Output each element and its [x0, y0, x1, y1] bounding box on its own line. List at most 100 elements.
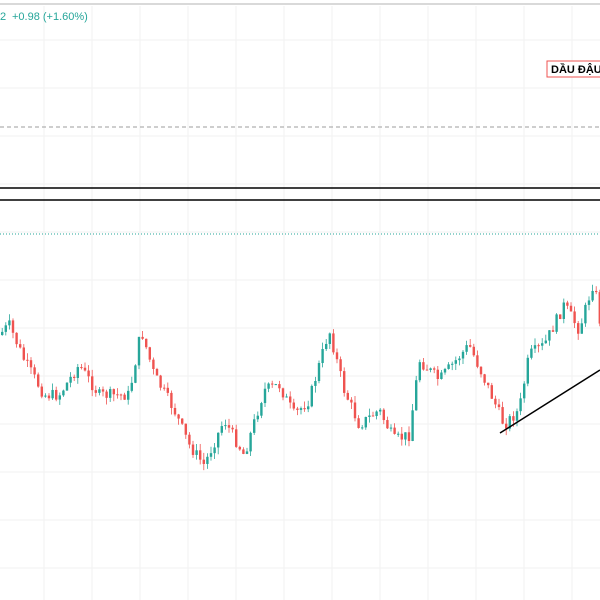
candle-body [422, 362, 425, 370]
candle-body [206, 456, 209, 464]
candle-body [555, 314, 558, 332]
candle-body [213, 447, 216, 454]
candle-body [40, 386, 43, 397]
candle-body [418, 362, 421, 381]
candle-body [371, 415, 375, 417]
candle-body [379, 409, 382, 412]
candle-body [523, 383, 526, 399]
candle-body [274, 384, 277, 386]
candle-body [447, 364, 450, 369]
candle-body [166, 387, 169, 393]
candle-body [289, 396, 292, 403]
candle-body [148, 347, 151, 360]
candle-body [112, 389, 115, 395]
candle-body [490, 385, 493, 399]
candle-body [127, 390, 130, 400]
candle-body [443, 368, 447, 373]
label-box [546, 60, 600, 78]
candle-body [159, 375, 162, 388]
candle-body [94, 390, 97, 393]
candle-body [249, 432, 252, 452]
candle-body [515, 411, 519, 421]
candle-body [415, 380, 418, 411]
candle-body [389, 427, 393, 429]
candle-body [577, 323, 580, 334]
candle-body [307, 406, 310, 410]
candle-body [235, 429, 238, 447]
candle-body [364, 416, 367, 428]
candle-body [80, 367, 83, 369]
candle-body [458, 358, 461, 361]
candle-body [505, 423, 508, 429]
candle-body [451, 363, 454, 365]
candle-body [317, 363, 321, 381]
candle-body [483, 374, 486, 383]
candle-body [494, 398, 497, 405]
candle-body [433, 368, 436, 370]
candle-body [476, 355, 479, 367]
candle-body [350, 399, 353, 403]
candle-body [512, 416, 515, 421]
candle-body [551, 330, 555, 332]
candle-body [170, 392, 173, 408]
candle-body [461, 351, 465, 359]
candle-body [559, 314, 562, 319]
candle-body [51, 389, 54, 399]
candle-body [411, 410, 414, 442]
candle-body [105, 391, 108, 398]
candle-body [83, 367, 87, 371]
candle-body [479, 366, 483, 375]
candle-body [278, 384, 281, 389]
candle-body [55, 389, 58, 400]
candle-body [580, 323, 583, 334]
candle-body [44, 395, 47, 397]
grid [0, 6, 600, 600]
candle-body [155, 368, 159, 376]
candle-body [335, 352, 339, 360]
candle-body [195, 450, 198, 455]
candle-body [62, 390, 65, 396]
candle-body [436, 369, 439, 379]
candle-body [325, 343, 328, 350]
candle-body [4, 325, 7, 332]
candle-body [425, 369, 429, 371]
candle-body [400, 433, 403, 440]
candle-body [227, 425, 231, 428]
candle-body [382, 409, 385, 421]
candle-body [47, 395, 51, 399]
candle-body [404, 432, 407, 440]
candle-body [530, 348, 533, 358]
candle-body [202, 459, 205, 464]
candle-body [310, 385, 313, 407]
candle-body [472, 346, 475, 356]
candle-body [123, 394, 126, 400]
candle-body [37, 374, 40, 387]
candle-body [253, 419, 256, 433]
candle-body [487, 382, 490, 386]
candle-body [76, 367, 79, 378]
candle-body [217, 432, 220, 448]
price-tail: 2 [0, 11, 6, 23]
candle-body [163, 387, 166, 389]
candle-body [533, 345, 537, 349]
candle-body [375, 411, 378, 417]
candle-body [299, 408, 303, 410]
candle-body [220, 426, 223, 433]
candle-body [15, 332, 18, 345]
candle-body [332, 333, 335, 353]
candle-body [285, 396, 288, 398]
candle-body [1, 331, 4, 335]
candle-body [598, 292, 600, 324]
candle-body [260, 403, 263, 416]
candle-body [544, 340, 547, 344]
candle-body [573, 311, 576, 324]
candle-body [271, 383, 274, 385]
candle-body [591, 290, 594, 301]
candle-body [281, 388, 285, 398]
candle-body [407, 432, 411, 442]
label-text: DẦU ĐẬU [551, 63, 600, 76]
candle-body [181, 418, 184, 424]
candle-body [199, 450, 202, 460]
candle-body [33, 367, 36, 375]
candle-body [224, 425, 227, 427]
